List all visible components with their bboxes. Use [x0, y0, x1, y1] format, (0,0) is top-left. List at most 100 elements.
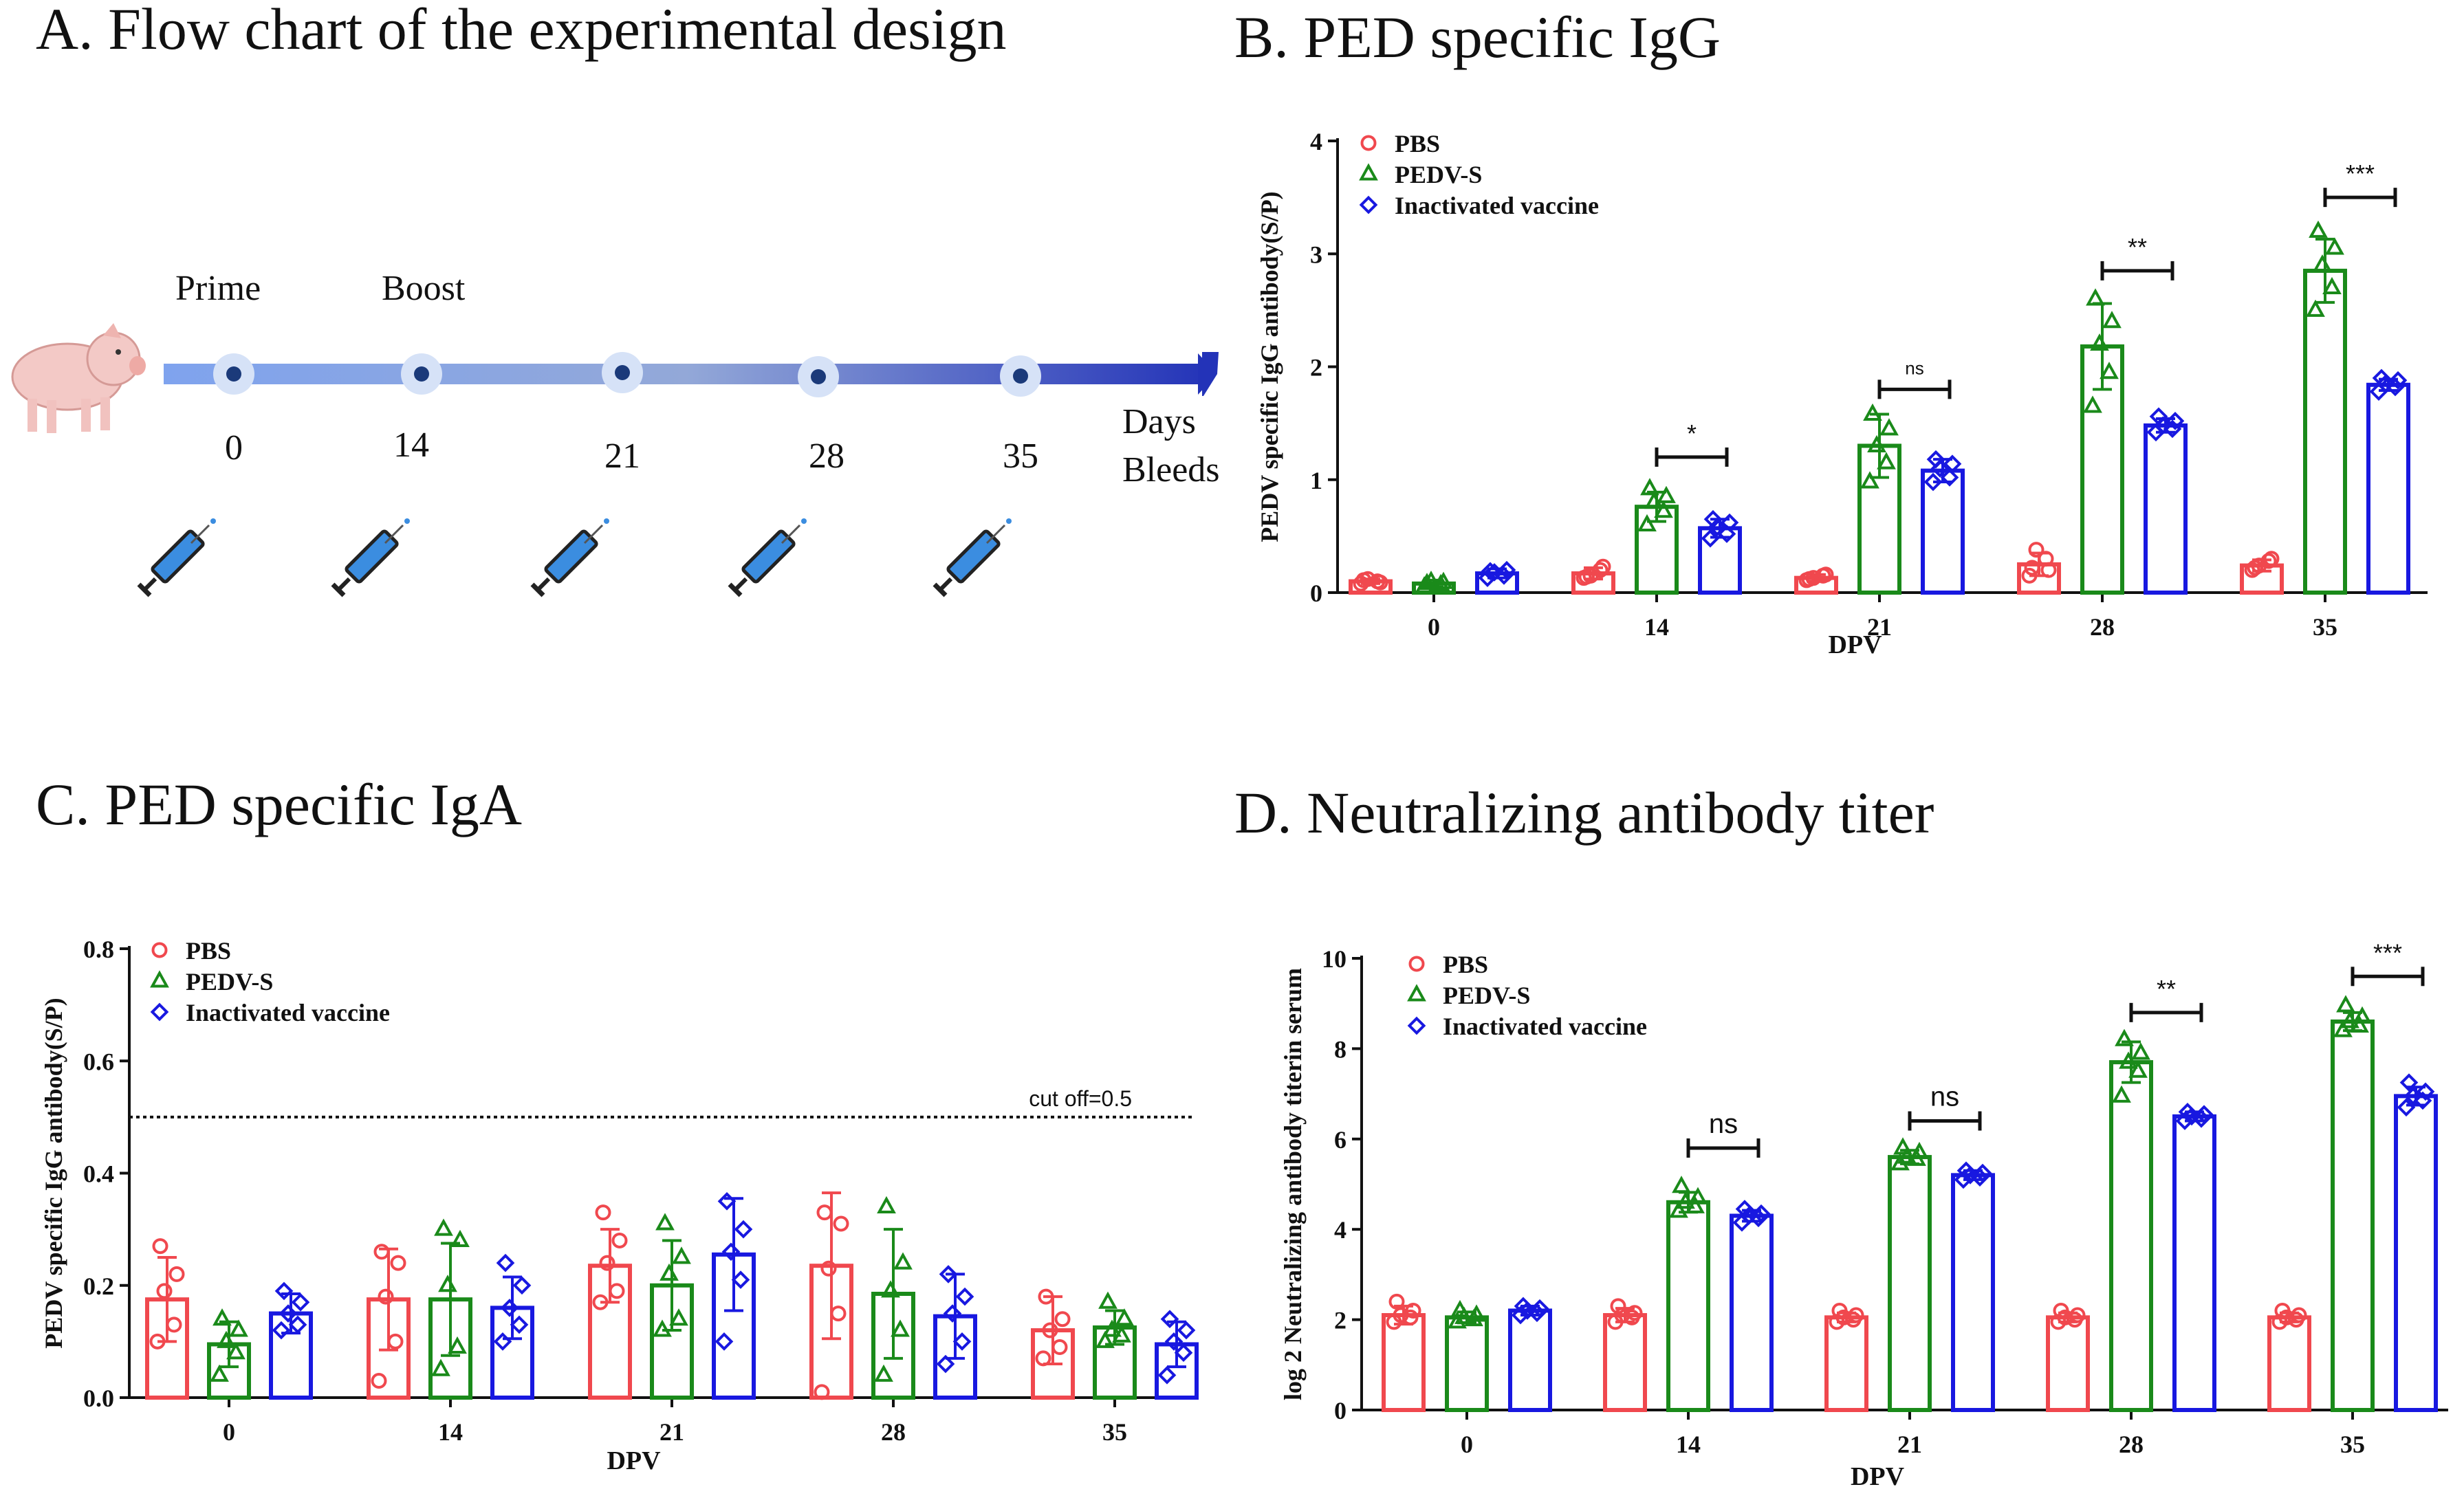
data-point: [390, 1255, 406, 1271]
x-tick-label: 14: [1676, 1431, 1701, 1458]
data-point: [820, 1260, 837, 1277]
data-point: [2306, 299, 2325, 317]
day-label-21: 21: [604, 437, 640, 476]
data-point: [1897, 1146, 1917, 1164]
igg-chart: 0 1 2 3 4 0 14 21 28 35 DPV PEDV specific IgG antib…: [1256, 128, 2428, 659]
x-tick-label: 14: [438, 1418, 463, 1446]
data-point: [1038, 1288, 1054, 1305]
day-label-14: 14: [393, 426, 429, 465]
data-point: [1637, 514, 1657, 531]
data-point: [2192, 1109, 2211, 1128]
y-tick-label: 8: [1334, 1035, 1347, 1063]
significance-label: ns: [1930, 1082, 1959, 1112]
iga-chart: 0.0 0.2 0.4 0.6 0.8 0 14 21 28 35 DPV PEDV specific…: [40, 936, 1199, 1475]
data-point: [893, 1252, 913, 1270]
data-point: [1654, 500, 1673, 518]
bar: [2109, 1060, 2153, 1412]
bar: [1888, 1155, 1932, 1412]
legend-marker: [1407, 1016, 1426, 1035]
data-point: [874, 1364, 893, 1382]
bar: [2046, 1315, 2090, 1412]
data-point: [378, 1288, 394, 1305]
data-point: [2416, 1082, 2435, 1101]
data-point: [1434, 571, 1453, 589]
cutoff-label: cut off=0.5: [1029, 1086, 1132, 1111]
data-point: [1910, 1141, 1929, 1160]
data-point: [1467, 1304, 1486, 1322]
panel-a-title: A. Flow chart of the experimental design: [36, 0, 1007, 62]
data-point: [288, 1315, 307, 1334]
data-point: [814, 1384, 830, 1400]
data-point: [659, 1263, 679, 1281]
data-point: [2274, 1302, 2291, 1319]
bar: [2366, 382, 2410, 595]
data-point: [168, 1266, 185, 1282]
timepoint-marker-28: [798, 356, 839, 397]
data-point: [166, 1317, 182, 1333]
data-point: [1688, 1187, 1708, 1204]
y-tick-label: 1: [1310, 467, 1322, 494]
data-point: [1174, 1343, 1193, 1363]
timepoint-marker-0: [213, 353, 254, 395]
data-point: [1388, 1293, 1405, 1310]
data-point: [1448, 1311, 1467, 1329]
data-point: [2102, 311, 2122, 329]
data-point: [450, 1229, 470, 1247]
data-point: [1923, 472, 1943, 492]
data-point: [1703, 509, 1723, 529]
data-point: [217, 1330, 236, 1348]
y-tick-label: 10: [1322, 945, 1347, 973]
x-tick-label: 28: [2119, 1431, 2144, 1458]
legend-marker: [1360, 135, 1377, 151]
bar: [2331, 1019, 2375, 1412]
x-tick-label: 14: [1644, 613, 1669, 641]
data-point: [1676, 1191, 1695, 1209]
bar: [1921, 468, 1965, 595]
data-point: [448, 1336, 467, 1354]
x-axis-title: DPV: [1851, 1462, 1905, 1491]
y-tick-label: 4: [1310, 128, 1322, 155]
bar: [1508, 1308, 1552, 1412]
data-point: [1527, 1303, 1547, 1323]
timeline-arrowhead: [1198, 353, 1217, 395]
data-point: [2291, 1307, 2307, 1323]
data-point: [1943, 454, 1962, 474]
data-point: [936, 1354, 955, 1374]
data-point: [2313, 254, 2332, 272]
data-point: [2336, 995, 2355, 1013]
x-tick-label: 28: [881, 1418, 906, 1446]
timeline-bar: [164, 364, 1210, 384]
data-point: [1644, 491, 1664, 509]
data-point: [1720, 513, 1739, 532]
data-point: [1372, 574, 1388, 591]
x-tick-label: 0: [1428, 613, 1440, 641]
significance-label: ns: [1709, 1109, 1738, 1139]
significance-label: ***: [2346, 159, 2375, 188]
data-point: [210, 1364, 229, 1382]
data-point: [2069, 1307, 2086, 1323]
data-point: [1095, 1330, 1115, 1348]
x-tick-label: 28: [2090, 613, 2115, 641]
data-point: [431, 1358, 450, 1376]
data-point: [943, 1304, 962, 1323]
legend-marker: [150, 1002, 169, 1022]
data-point: [149, 1333, 166, 1350]
data-point: [212, 1308, 232, 1326]
data-point: [609, 1283, 625, 1299]
x-axis-title: DPV: [1828, 630, 1882, 659]
syringe-icon: [139, 518, 216, 595]
data-point: [1879, 418, 1899, 436]
y-tick-label: 0.6: [83, 1048, 114, 1075]
y-tick-label: 0.0: [83, 1385, 114, 1412]
data-point: [1405, 1302, 1421, 1319]
data-point: [1863, 403, 1882, 421]
data-point: [1956, 1161, 1976, 1180]
boost-label: Boost: [382, 269, 466, 308]
data-point: [2178, 1103, 2197, 1121]
y-axis-title: PEDV specific IgG antibody(S/P): [1256, 191, 1283, 542]
data-point: [592, 1294, 609, 1310]
data-point: [156, 1283, 173, 1299]
data-point: [1610, 1298, 1626, 1314]
x-tick-label: 35: [2313, 613, 2337, 641]
data-point: [1417, 573, 1437, 591]
